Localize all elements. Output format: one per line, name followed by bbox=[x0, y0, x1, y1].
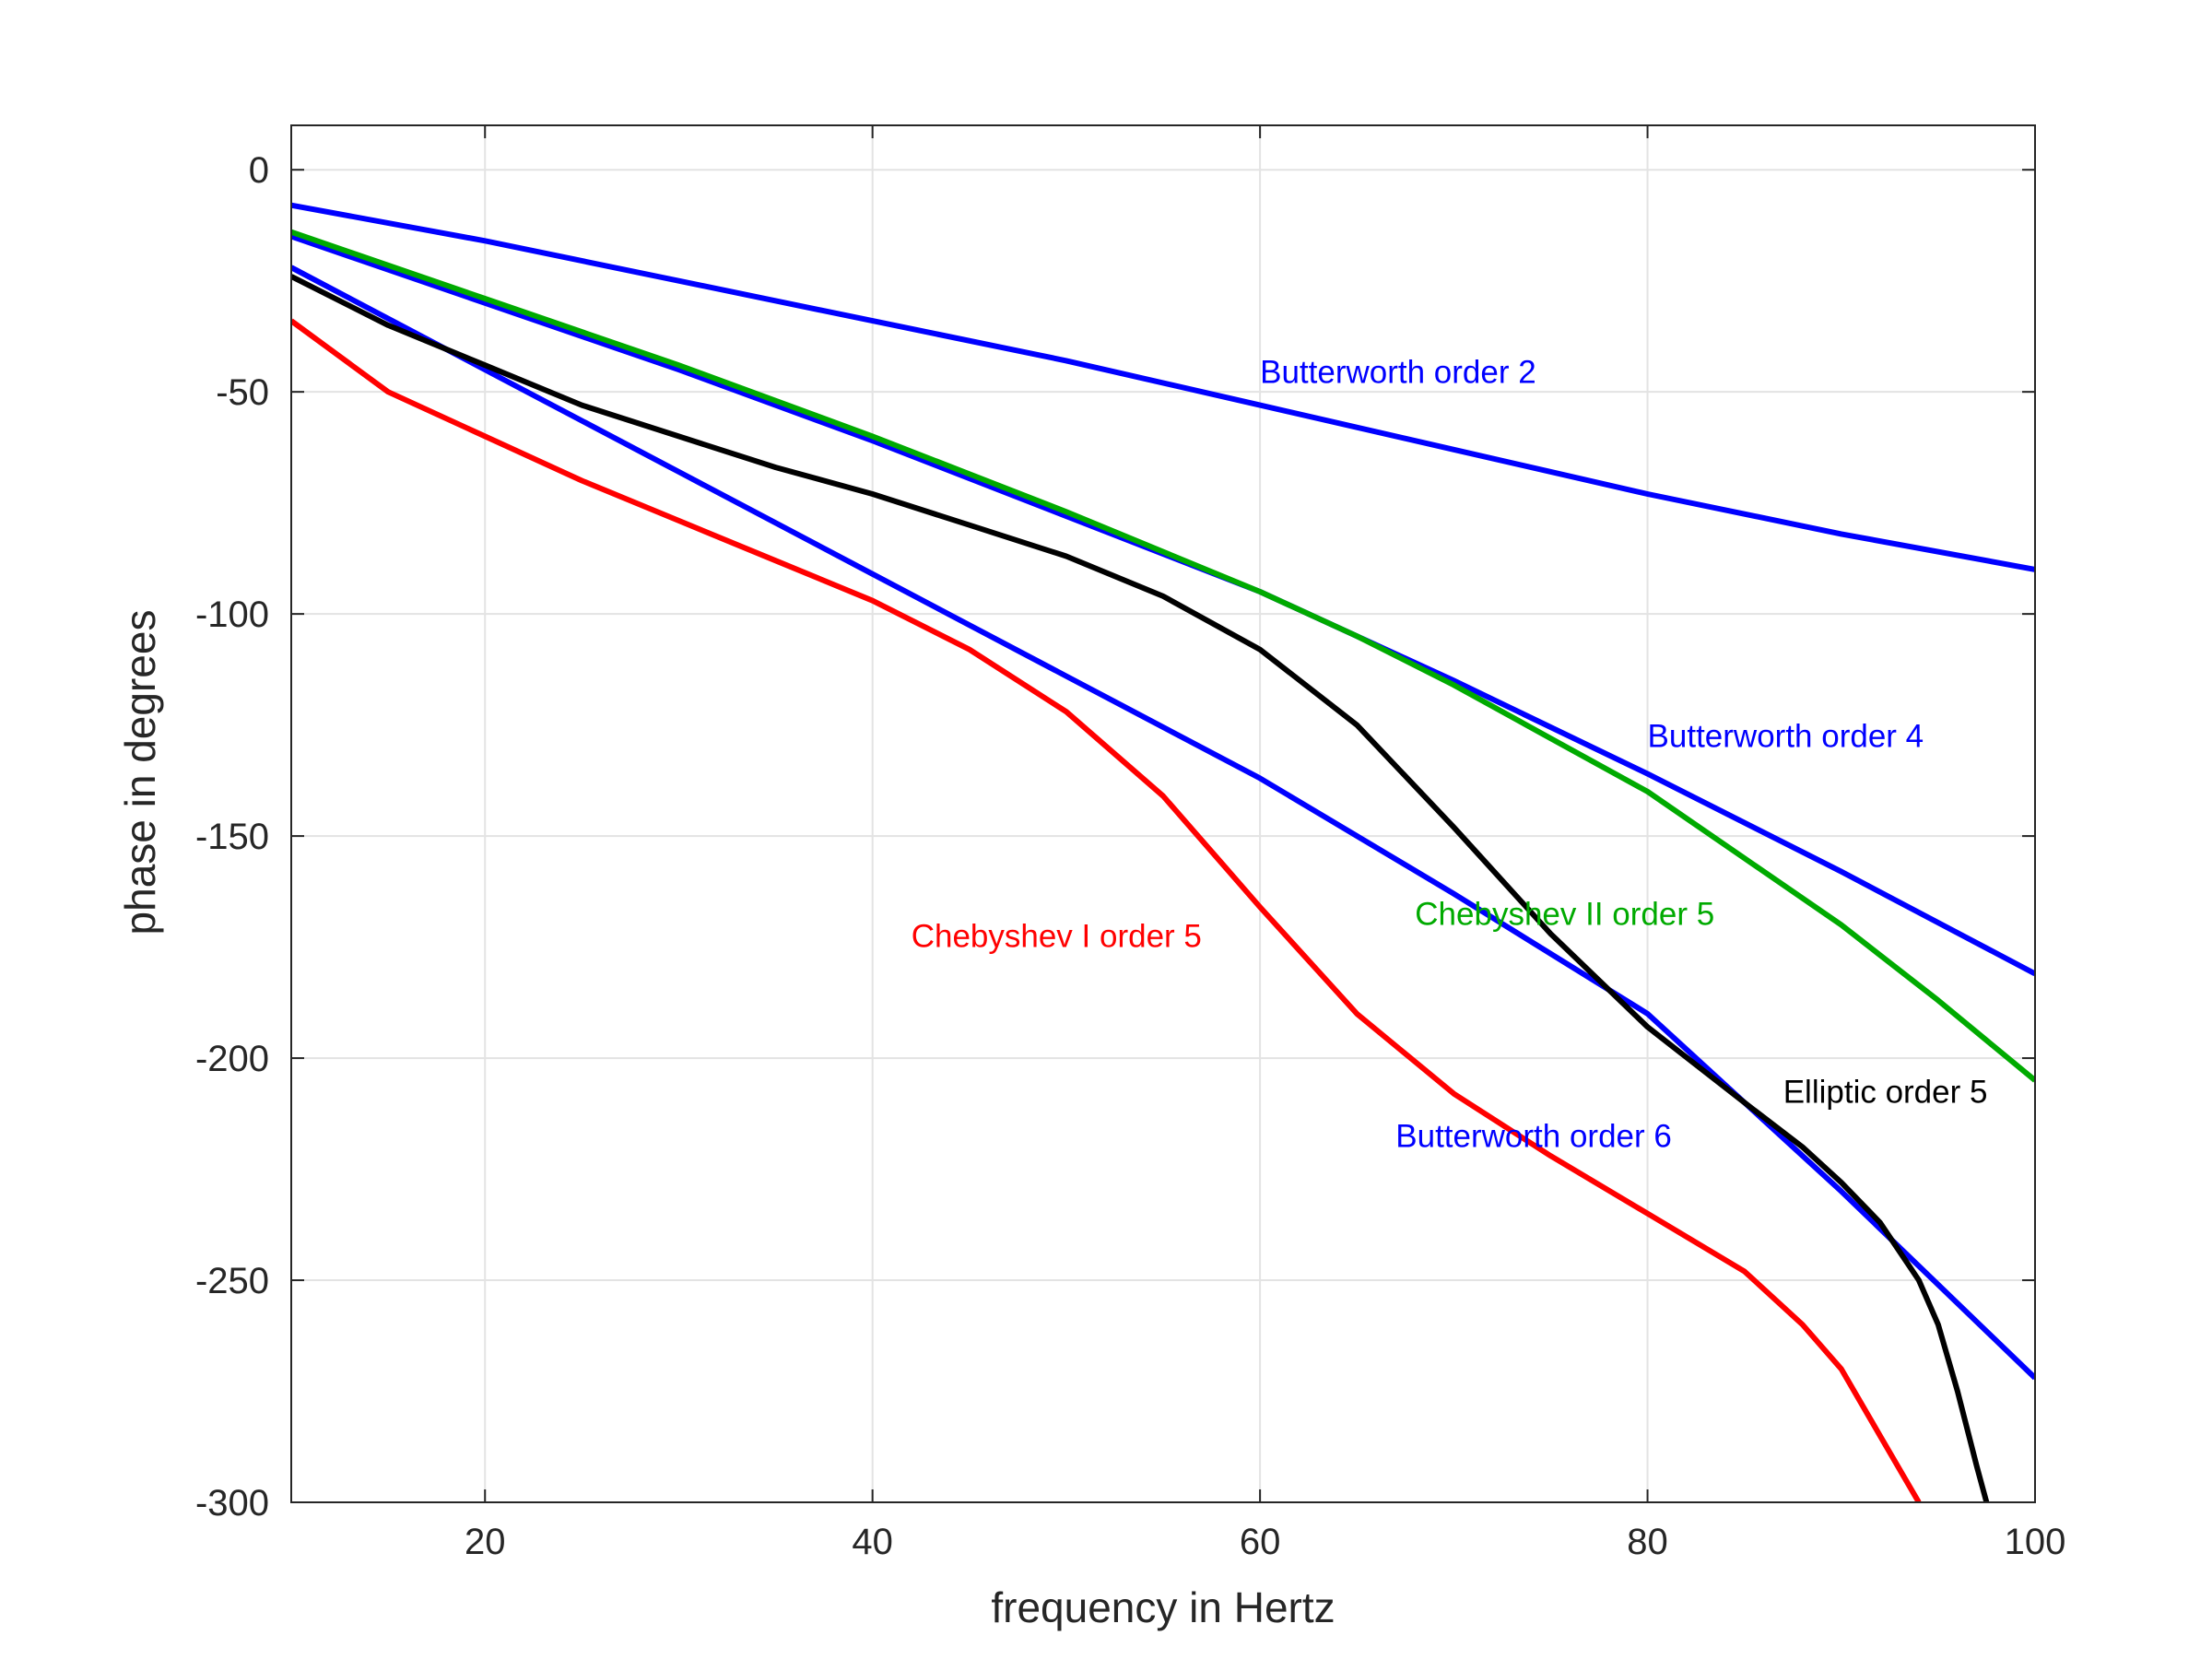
plot-frame bbox=[290, 124, 2036, 1503]
series-line-elliptic-order-5 bbox=[291, 274, 1990, 1502]
x-axis-label: frequency in Hertz bbox=[991, 1583, 1335, 1631]
annotation-elliptic-order-5: Elliptic order 5 bbox=[1783, 1074, 1988, 1110]
x-tick-label: 80 bbox=[1627, 1522, 1668, 1562]
y-tick-label: -100 bbox=[195, 594, 269, 635]
series-line-chebyshev-i-order-5 bbox=[291, 318, 1922, 1502]
series-line-chebyshev-ii-order-5 bbox=[291, 229, 2035, 1083]
annotation-chebyshev-i-order-5: Chebyshev I order 5 bbox=[912, 919, 1202, 955]
axes: 20 40 60 80 100 0 -50 -100 -150 -200 -250 -300 bbox=[195, 124, 2066, 1562]
y-tick-label: -250 bbox=[195, 1261, 269, 1301]
x-tick-label: 40 bbox=[852, 1522, 893, 1562]
annotation-butterworth-order-2: Butterworth order 2 bbox=[1260, 355, 1536, 391]
annotation-butterworth-order-4: Butterworth order 4 bbox=[1648, 719, 1924, 755]
y-tick-label: -50 bbox=[216, 372, 269, 413]
annotation-butterworth-order-6: Butterworth order 6 bbox=[1395, 1118, 1672, 1154]
x-tick-label: 100 bbox=[2005, 1522, 2066, 1562]
grid bbox=[291, 125, 2036, 1503]
y-tick-label: -200 bbox=[195, 1039, 269, 1079]
y-tick-label: -150 bbox=[195, 817, 269, 857]
annotation-chebyshev-ii-order-5: Chebyshev II order 5 bbox=[1415, 896, 1714, 932]
y-tick-label: -300 bbox=[195, 1483, 269, 1524]
x-tick-label: 60 bbox=[1240, 1522, 1281, 1562]
series-line-butterworth-order-2 bbox=[291, 202, 2035, 572]
y-tick-label: 0 bbox=[249, 150, 269, 191]
y-axis-label: phase in degrees bbox=[116, 610, 164, 935]
series-lines bbox=[291, 202, 2035, 1502]
x-tick-label: 20 bbox=[465, 1522, 506, 1562]
series-annotations: Butterworth order 2 Butterworth order 4 Ch… bbox=[912, 355, 1988, 1155]
